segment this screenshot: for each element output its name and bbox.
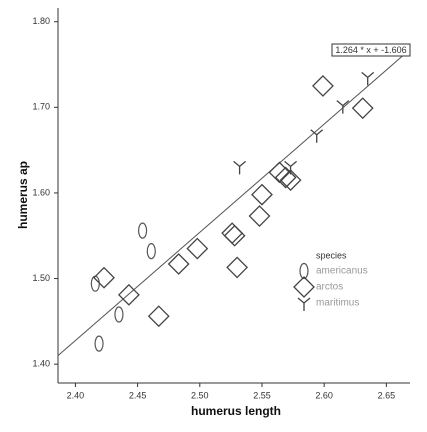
point bbox=[233, 160, 247, 175]
fit-label: 1.264 * x + -1.606 bbox=[335, 45, 406, 55]
point bbox=[361, 71, 375, 86]
point bbox=[226, 256, 249, 279]
x-tick-label: 2.65 bbox=[378, 390, 396, 400]
legend-marker bbox=[299, 262, 309, 280]
point bbox=[336, 100, 350, 114]
y-tick-label: 1.70 bbox=[32, 102, 50, 112]
x-tick-label: 2.45 bbox=[129, 390, 147, 400]
point bbox=[167, 253, 190, 275]
point bbox=[310, 129, 324, 143]
point bbox=[137, 222, 148, 239]
legend-title: species bbox=[316, 250, 347, 260]
legend-marker bbox=[293, 276, 315, 298]
point bbox=[147, 305, 170, 328]
x-tick-label: 2.40 bbox=[67, 390, 85, 400]
y-tick-label: 1.60 bbox=[32, 187, 50, 197]
point bbox=[284, 160, 298, 175]
legend-label: arctos bbox=[316, 282, 343, 293]
x-axis-title: humerus length bbox=[191, 404, 281, 418]
point bbox=[223, 224, 246, 247]
point bbox=[312, 74, 334, 97]
legend-marker bbox=[297, 297, 311, 311]
fit-line bbox=[57, 49, 411, 357]
point bbox=[279, 169, 302, 192]
fit-label-box bbox=[331, 43, 411, 57]
y-tick-label: 1.50 bbox=[32, 273, 50, 283]
point bbox=[221, 222, 244, 245]
point bbox=[93, 266, 115, 289]
point bbox=[274, 166, 297, 189]
y-tick-label: 1.40 bbox=[32, 359, 50, 369]
point bbox=[251, 183, 273, 206]
point bbox=[94, 335, 104, 352]
point bbox=[268, 161, 291, 184]
y-axis-title: humerus ap bbox=[16, 161, 30, 229]
x-tick-label: 2.50 bbox=[191, 390, 209, 400]
point bbox=[114, 306, 124, 323]
point bbox=[117, 283, 140, 306]
point bbox=[186, 237, 209, 260]
x-tick-label: 2.55 bbox=[253, 390, 271, 400]
legend-label: maritimus bbox=[316, 298, 359, 309]
x-tick-label: 2.60 bbox=[315, 390, 333, 400]
point bbox=[248, 205, 271, 227]
y-tick-label: 1.80 bbox=[32, 16, 50, 26]
legend-label: americanus bbox=[316, 266, 368, 277]
point bbox=[146, 243, 156, 260]
point bbox=[351, 97, 374, 120]
